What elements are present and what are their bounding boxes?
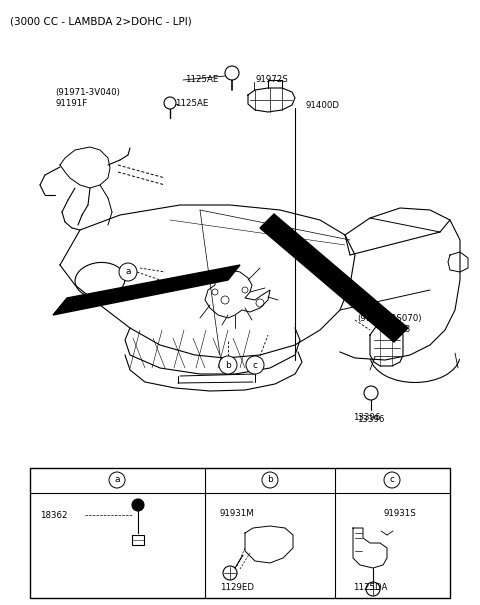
Text: 91931M: 91931M <box>220 508 255 517</box>
Text: 91191F: 91191F <box>55 99 87 108</box>
Text: c: c <box>252 361 257 370</box>
Text: a: a <box>114 476 120 485</box>
Text: (91971-3V040): (91971-3V040) <box>55 88 120 97</box>
Circle shape <box>132 499 144 511</box>
Bar <box>132 535 144 545</box>
Circle shape <box>225 66 239 80</box>
Text: 1125DA: 1125DA <box>353 583 387 592</box>
Circle shape <box>109 472 125 488</box>
Text: 18362: 18362 <box>40 511 68 520</box>
Circle shape <box>262 472 278 488</box>
Text: b: b <box>267 476 273 485</box>
Text: 91400D: 91400D <box>305 102 339 111</box>
Circle shape <box>219 356 237 374</box>
Text: 91743: 91743 <box>384 324 411 333</box>
Circle shape <box>384 472 400 488</box>
Text: 1129ED: 1129ED <box>220 583 254 592</box>
Circle shape <box>164 97 176 109</box>
Text: c: c <box>389 476 395 485</box>
Text: (91970-3S070): (91970-3S070) <box>357 313 421 322</box>
Text: b: b <box>225 361 231 370</box>
Circle shape <box>246 356 264 374</box>
Polygon shape <box>53 265 240 315</box>
Bar <box>30 468 450 598</box>
Text: 91972S: 91972S <box>255 76 288 85</box>
Text: a: a <box>125 267 131 276</box>
Text: 13396: 13396 <box>357 416 384 425</box>
Polygon shape <box>260 214 408 342</box>
Text: 1125AE: 1125AE <box>175 99 208 108</box>
Text: (3000 CC - LAMBDA 2>DOHC - LPI): (3000 CC - LAMBDA 2>DOHC - LPI) <box>10 16 192 26</box>
Circle shape <box>364 386 378 400</box>
Circle shape <box>119 263 137 281</box>
Text: 91931S: 91931S <box>383 508 416 517</box>
Text: 1125AE: 1125AE <box>185 76 218 85</box>
Text: 13396: 13396 <box>353 413 381 422</box>
